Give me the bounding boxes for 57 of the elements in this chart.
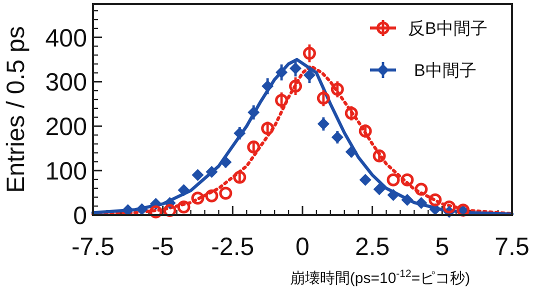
point — [401, 194, 414, 206]
point — [344, 106, 358, 120]
point — [330, 82, 344, 96]
point — [220, 156, 232, 168]
point — [261, 122, 274, 135]
x-tick-label: -7.5 — [71, 233, 115, 261]
point — [149, 205, 162, 218]
point — [358, 124, 372, 138]
point — [387, 189, 400, 202]
x-tick-label: -2.5 — [211, 233, 254, 261]
point — [302, 46, 316, 60]
point — [275, 94, 288, 107]
point — [234, 127, 246, 140]
point — [345, 146, 358, 158]
point — [303, 69, 316, 82]
legend-label: 反B中間子 — [408, 19, 488, 38]
x-tick-label: 5 — [435, 233, 450, 261]
y-tick-label: 400 — [45, 24, 87, 52]
point — [136, 203, 148, 216]
point — [163, 204, 176, 218]
y-tick-label: 0 — [73, 202, 87, 230]
point — [205, 189, 218, 202]
point — [442, 200, 456, 214]
point — [178, 184, 190, 196]
point — [191, 192, 204, 205]
x-tick-label: -5 — [152, 233, 174, 261]
point — [400, 173, 414, 186]
point — [372, 149, 386, 162]
point — [289, 80, 302, 93]
point — [386, 173, 400, 186]
point — [373, 183, 386, 196]
point — [248, 106, 260, 118]
x-tick-label: 7.5 — [494, 233, 530, 261]
point — [316, 92, 330, 105]
point — [290, 62, 302, 74]
point — [415, 197, 428, 210]
point — [247, 140, 260, 154]
point — [177, 200, 190, 214]
point — [233, 170, 246, 184]
point — [192, 169, 204, 182]
x-tick-label: 0 — [296, 233, 310, 261]
point — [414, 182, 428, 196]
x-axis-title: 崩壊時間(ps=10$^{-12}$=ピコ秒) — [290, 268, 470, 287]
point — [359, 174, 372, 186]
y-tick-label: 200 — [45, 113, 87, 142]
point — [276, 66, 288, 78]
point — [219, 186, 232, 200]
point — [428, 193, 442, 206]
point — [317, 118, 330, 130]
point — [122, 204, 134, 216]
y-tick-label: 100 — [45, 158, 87, 186]
legend-label: B中間子 — [414, 61, 476, 80]
y-tick-label: 300 — [45, 68, 87, 97]
point — [331, 131, 344, 144]
x-tick-label: 2.5 — [354, 233, 390, 261]
y-axis-title: Entries / 0.5 ps — [2, 26, 30, 193]
point — [206, 166, 218, 178]
